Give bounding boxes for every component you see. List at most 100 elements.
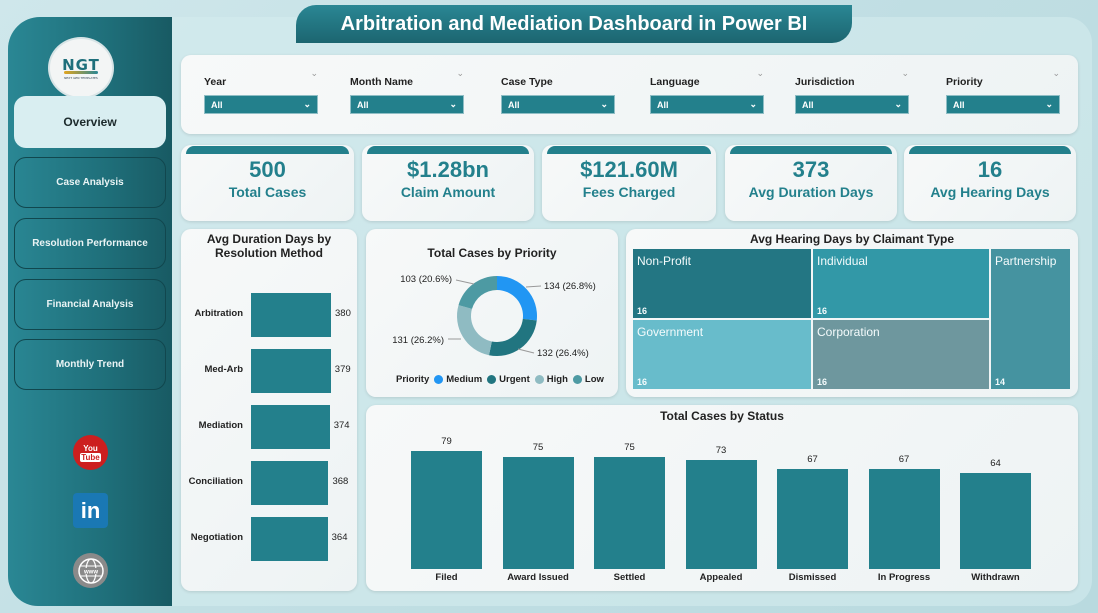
bar-category-label: Dismissed — [788, 572, 837, 583]
youtube-icon[interactable]: You Tube — [73, 435, 108, 470]
slicer-jurisdiction: Jurisdiction ⌄ All ⌄ — [795, 69, 909, 114]
nav-monthly-trend[interactable]: Monthly Trend — [14, 339, 166, 390]
bar-category-label: Mediation — [198, 420, 243, 431]
linkedin-icon[interactable]: in — [73, 493, 108, 528]
dropdown-value: All — [802, 99, 814, 110]
jurisdiction-dropdown[interactable]: All ⌄ — [795, 95, 909, 114]
slicer-label: Case Type — [501, 76, 553, 88]
bar-value-label: 67 — [898, 453, 910, 465]
year-dropdown[interactable]: All ⌄ — [204, 95, 318, 114]
chart-title: Avg Duration Days by Resolution Method — [181, 232, 357, 260]
legend-item[interactable]: Urgent — [499, 374, 530, 385]
slicer-label: Priority — [946, 76, 983, 88]
kpi-label: Fees Charged — [582, 184, 676, 200]
legend-item[interactable]: Low — [584, 374, 604, 385]
bar-category-label: Settled — [613, 572, 646, 583]
nav-resolution-performance[interactable]: Resolution Performance — [14, 218, 166, 269]
chevron-down-icon[interactable]: ⌄ — [1052, 69, 1060, 79]
bar[interactable] — [251, 517, 328, 561]
legend-dot-urgent — [487, 375, 497, 384]
chevron-down-icon: ⌄ — [1045, 99, 1053, 109]
treemap-value: 14 — [995, 377, 1006, 387]
treemap-label: Government — [637, 325, 704, 339]
treemap-cell-partnership[interactable]: Partnership 14 — [991, 249, 1070, 389]
legend-item[interactable]: High — [546, 374, 568, 385]
bar-category-label: Appealed — [699, 572, 743, 583]
bar-value-label: 364 — [331, 532, 348, 543]
dropdown-value: All — [657, 99, 669, 110]
kpi-avg-duration-days: 373 Avg Duration Days — [725, 145, 897, 221]
kpi-fees-charged: $121.60M Fees Charged — [542, 145, 716, 221]
chevron-down-icon: ⌄ — [449, 99, 457, 109]
case-type-dropdown[interactable]: All ⌄ — [501, 95, 615, 114]
donut-slice-low[interactable] — [458, 276, 497, 309]
bar-category-label: Filed — [435, 572, 458, 583]
bar[interactable] — [868, 468, 940, 569]
page-title: Arbitration and Mediation Dashboard in P… — [340, 12, 808, 35]
donut-slice-high[interactable] — [457, 305, 492, 356]
bar-value-label: 75 — [532, 441, 544, 453]
donut-slice-medium[interactable] — [497, 276, 537, 321]
chevron-down-icon[interactable]: ⌄ — [901, 69, 909, 79]
treemap-cell-non-profit[interactable]: Non-Profit 16 — [633, 249, 811, 318]
youtube-bottom-text: Tube — [80, 452, 101, 462]
treemap-value: 16 — [817, 377, 828, 387]
bar[interactable] — [594, 456, 665, 569]
kpi-value: $121.60M — [580, 157, 678, 182]
treemap-cell-corporation[interactable]: Corporation 16 — [813, 320, 989, 389]
kpi-band — [367, 146, 529, 154]
chevron-down-icon: ⌄ — [894, 99, 902, 109]
bar[interactable] — [411, 451, 482, 569]
bar[interactable] — [685, 459, 757, 569]
donut-slice-urgent[interactable] — [489, 318, 537, 356]
priority-dropdown[interactable]: All ⌄ — [946, 95, 1060, 114]
bar[interactable] — [251, 461, 329, 505]
chart-avg-duration-by-method: Avg Duration Days by Resolution Method A… — [181, 229, 357, 591]
bar[interactable] — [251, 293, 331, 337]
chevron-down-icon[interactable]: ⌄ — [310, 69, 318, 79]
nav-case-analysis[interactable]: Case Analysis — [14, 157, 166, 208]
chart-cases-by-priority: Total Cases by Priority 134 (26.8%) 132 (… — [366, 229, 618, 397]
month-name-dropdown[interactable]: All ⌄ — [350, 95, 464, 114]
language-dropdown[interactable]: All ⌄ — [650, 95, 764, 114]
ngt-logo: NGT NEXT GEN TEMPLATES — [50, 39, 112, 97]
bar[interactable] — [502, 456, 574, 569]
treemap-label: Corporation — [817, 325, 880, 339]
slicer-case-type: Case Type All ⌄ — [501, 70, 615, 114]
kpi-band — [909, 146, 1071, 154]
kpi-avg-hearing-days: 16 Avg Hearing Days — [904, 145, 1076, 221]
nav-label: Overview — [63, 115, 117, 129]
legend-item[interactable]: Medium — [446, 374, 483, 385]
www-text: www — [82, 569, 97, 575]
nav-label: Resolution Performance — [32, 238, 148, 249]
website-icon[interactable]: www — [73, 553, 108, 588]
bar-category-label: Withdrawn — [971, 572, 1020, 583]
kpi-value: 16 — [977, 157, 1003, 182]
bar[interactable] — [251, 349, 331, 393]
bar[interactable] — [251, 405, 330, 449]
logo-mark: NGT — [62, 56, 100, 74]
treemap-value: 16 — [817, 306, 828, 316]
legend-dot-low — [572, 375, 582, 384]
chart-title-line2: Resolution Method — [215, 246, 323, 260]
dashboard-title: Arbitration and Mediation Dashboard in P… — [296, 5, 852, 43]
bar-category-label: Award Issued — [507, 572, 569, 583]
bar-category-label: Conciliation — [188, 476, 243, 487]
filter-panel: Year ⌄ All ⌄ Month Name ⌄ All ⌄ Case Type Al… — [181, 55, 1078, 134]
chevron-down-icon[interactable]: ⌄ — [756, 69, 764, 79]
kpi-value: $1.28bn — [407, 157, 489, 182]
dropdown-value: All — [211, 99, 223, 110]
donut-data-label: 132 (26.4%) — [537, 348, 589, 359]
bar[interactable] — [960, 473, 1031, 569]
kpi-label: Avg Hearing Days — [930, 184, 1050, 200]
nav-overview[interactable]: Overview — [14, 96, 166, 148]
bar[interactable] — [777, 468, 848, 569]
nav-label: Case Analysis — [56, 177, 124, 188]
legend-title: Priority — [396, 374, 430, 385]
nav-financial-analysis[interactable]: Financial Analysis — [14, 279, 166, 330]
treemap-cell-individual[interactable]: Individual 16 — [813, 249, 989, 318]
kpi-label: Total Cases — [228, 184, 307, 200]
chevron-down-icon[interactable]: ⌄ — [456, 69, 464, 79]
bar-value-label: 73 — [715, 444, 727, 456]
treemap-cell-government[interactable]: Government 16 — [633, 320, 811, 389]
